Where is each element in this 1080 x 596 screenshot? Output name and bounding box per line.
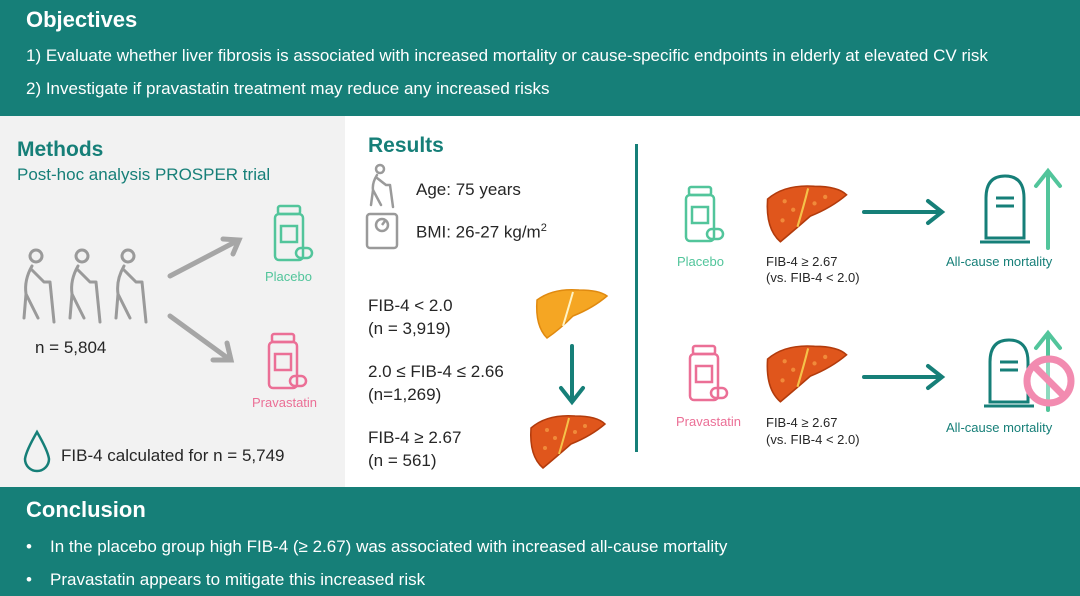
placebo-comparison: (vs. FIB-4 < 2.0) <box>766 270 860 285</box>
methods-title: Methods <box>17 138 104 161</box>
fib4-calculated: FIB-4 calculated for n = 5,749 <box>61 446 285 465</box>
results-divider <box>635 144 638 452</box>
healthy-liver-icon <box>535 288 609 339</box>
placebo-outcome: All-cause mortality <box>946 254 1053 269</box>
placebo-arm-label: Placebo <box>677 254 724 269</box>
placebo-label: Placebo <box>265 269 312 284</box>
gravestone-icon-placebo <box>980 174 1030 244</box>
bmi-value: BMI: 26-27 kg/m <box>416 222 541 242</box>
bullet-dot: • <box>26 570 32 589</box>
conclusion-bullet-2: • Pravastatin appears to mitigate this in… <box>26 570 425 590</box>
placebo-bottle-icon <box>273 204 314 262</box>
placebo-fib-label: FIB-4 ≥ 2.67 <box>766 254 838 269</box>
prohibited-icon <box>1023 355 1075 407</box>
conclusion-section: Conclusion • In the placebo group high FI… <box>0 487 1080 596</box>
conclusion-bullet-1: • In the placebo group high FIB-4 (≥ 2.67… <box>26 537 727 557</box>
objective-1: 1) Evaluate whether liver fibrosis is as… <box>26 46 988 65</box>
group-2-label: 2.0 ≤ FIB-4 ≤ 2.66 <box>368 362 504 381</box>
scale-icon <box>365 212 399 250</box>
fibrotic-liver-icon-pravastatin <box>766 345 848 403</box>
conclusion-title: Conclusion <box>26 497 146 522</box>
pravastatin-arm-label: Pravastatin <box>676 414 742 429</box>
group-3-label: FIB-4 ≥ 2.67 <box>368 428 462 447</box>
elderly-person-icon <box>369 163 395 209</box>
n-total: n = 5,804 <box>35 338 107 357</box>
down-arrow <box>559 344 585 406</box>
results-title: Results <box>368 134 444 157</box>
group-1-n: (n = 3,919) <box>368 319 451 338</box>
age-text: Age: 75 years <box>416 180 521 199</box>
placebo-bottle-icon-small <box>684 185 725 243</box>
pravastatin-comparison: (vs. FIB-4 < 2.0) <box>766 432 860 447</box>
right-arrow-pravastatin <box>862 364 946 390</box>
pravastatin-label: Pravastatin <box>252 395 318 410</box>
increase-arrow-icon-faded <box>1034 329 1062 412</box>
methods-subtitle: Post-hoc analysis PROSPER trial <box>17 165 271 184</box>
pravastatin-fib-label: FIB-4 ≥ 2.67 <box>766 415 838 430</box>
conclusion-text-2: Pravastatin appears to mitigate this inc… <box>50 570 426 589</box>
conclusion-text-1: In the placebo group high FIB-4 (≥ 2.67)… <box>50 537 728 556</box>
split-arrows <box>167 236 243 363</box>
objective-2: 2) Investigate if pravastatin treatment … <box>26 79 550 98</box>
fibrotic-liver-icon-placebo <box>766 185 848 243</box>
pravastatin-outcome: All-cause mortality <box>946 420 1053 435</box>
right-arrow-placebo <box>862 199 946 225</box>
bmi-unit-sup: 2 <box>540 222 547 234</box>
drop-icon <box>23 429 51 473</box>
group-2-n: (n=1,269) <box>368 385 442 404</box>
pravastatin-bottle-icon <box>267 332 308 390</box>
group-3-n: (n = 561) <box>368 451 437 470</box>
increase-arrow-icon <box>1034 167 1062 250</box>
bmi-text: BMI: 26-27 kg/m2 <box>416 222 547 243</box>
fibrotic-liver-icon <box>530 415 607 469</box>
objectives-section: Objectives 1) Evaluate whether liver fib… <box>0 0 1080 116</box>
objectives-title: Objectives <box>26 7 138 32</box>
bullet-dot: • <box>26 537 32 556</box>
group-1-label: FIB-4 < 2.0 <box>368 296 453 315</box>
methods-section: Methods Post-hoc analysis PROSPER trial … <box>0 116 345 487</box>
pravastatin-bottle-icon-small <box>688 344 729 402</box>
gravestone-icon-pravastatin <box>984 338 1034 408</box>
elderly-group-icon <box>22 248 148 324</box>
